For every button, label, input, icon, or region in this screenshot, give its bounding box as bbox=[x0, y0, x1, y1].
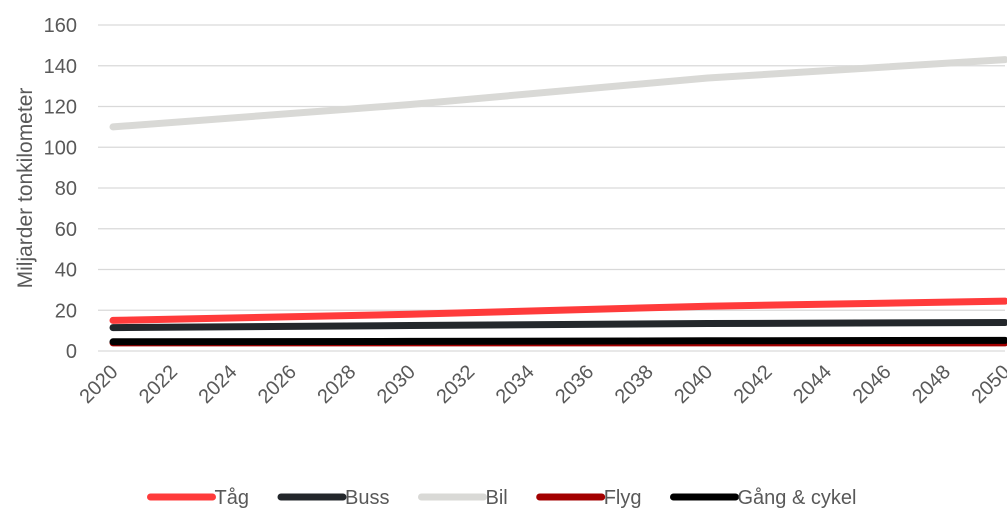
legend-item: Buss bbox=[277, 487, 389, 509]
legend-item: Gång & cykel bbox=[670, 487, 857, 509]
series-line-4 bbox=[109, 336, 1007, 346]
x-tick-label: 2024 bbox=[194, 361, 241, 408]
x-tick-label: 2038 bbox=[611, 361, 658, 408]
y-tick-label: 40 bbox=[55, 260, 77, 282]
legend-label: Buss bbox=[345, 487, 389, 509]
y-tick-label: 0 bbox=[66, 341, 77, 363]
y-tick-label: 140 bbox=[44, 56, 77, 78]
legend-item: Bil bbox=[418, 487, 508, 509]
legend-label: Bil bbox=[486, 487, 508, 509]
series-lines bbox=[109, 56, 1007, 347]
x-tick-label: 2046 bbox=[849, 361, 896, 408]
series-line-2 bbox=[109, 56, 1007, 131]
legend-label: Flyg bbox=[604, 487, 642, 509]
x-tick-label: 2032 bbox=[432, 361, 479, 408]
y-tick-label: 120 bbox=[44, 97, 77, 119]
y-tick-label: 20 bbox=[55, 300, 77, 322]
x-tick-label: 2026 bbox=[254, 361, 301, 408]
x-tick-label: 2050 bbox=[968, 361, 1007, 408]
x-axis-ticks: 2020 2022 2024 2026 2028 2030 2032 2034 2036 2038… bbox=[76, 361, 1007, 408]
x-tick-label: 2040 bbox=[670, 361, 717, 408]
legend-label: Tåg bbox=[215, 487, 249, 509]
y-tick-label: 80 bbox=[55, 178, 77, 200]
x-tick-label: 2042 bbox=[730, 361, 777, 408]
y-tick-label: 160 bbox=[44, 15, 77, 37]
x-tick-label: 2022 bbox=[135, 361, 182, 408]
legend-item: Tåg bbox=[147, 487, 249, 509]
x-tick-label: 2044 bbox=[789, 361, 836, 408]
y-tick-label: 100 bbox=[44, 137, 77, 159]
x-tick-label: 2020 bbox=[76, 361, 123, 408]
series-line-0 bbox=[109, 297, 1007, 324]
x-tick-label: 2036 bbox=[551, 361, 598, 408]
legend-label: Gång & cykel bbox=[738, 487, 857, 509]
x-tick-label: 2028 bbox=[313, 361, 360, 408]
legend-item: Flyg bbox=[536, 487, 642, 509]
x-tick-label: 2030 bbox=[373, 361, 420, 408]
y-axis-title: Miljarder tonkilometer bbox=[14, 88, 37, 289]
series-line-1 bbox=[109, 319, 1007, 332]
legend: Tåg Buss Bil Flyg Gång & cykel bbox=[147, 487, 857, 509]
x-tick-label: 2048 bbox=[908, 361, 955, 408]
y-axis-ticks: 0 20 40 60 80 100 120 140 160 bbox=[44, 15, 77, 363]
gridlines bbox=[98, 24, 1005, 352]
x-tick-label: 2034 bbox=[492, 361, 539, 408]
y-tick-label: 60 bbox=[55, 219, 77, 241]
